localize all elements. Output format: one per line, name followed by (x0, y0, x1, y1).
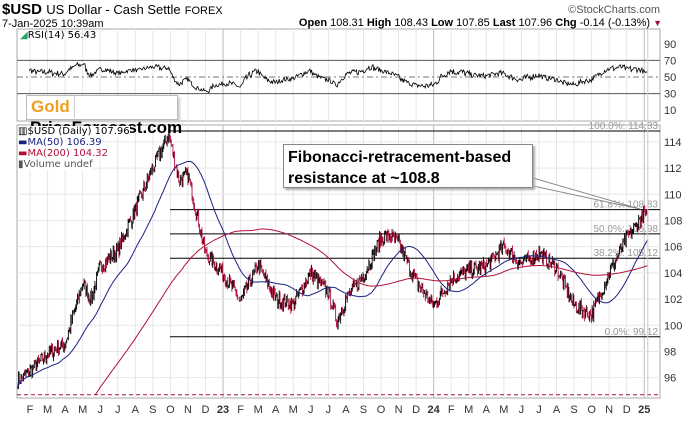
x-tick-label: D (202, 404, 210, 416)
x-tick-label: 23 (217, 404, 229, 416)
ma50-line (17, 160, 649, 389)
callout-pointer (532, 177, 641, 210)
x-tick-label: O (377, 404, 386, 416)
ohlc-icon: ▥ (18, 126, 28, 137)
x-tick-label: O (587, 404, 596, 416)
x-tick-label: F (448, 404, 455, 416)
x-tick-label: A (483, 404, 491, 416)
open-value: 108.31 (330, 17, 364, 29)
last-value: 107.96 (518, 17, 553, 29)
rsi-y-tick: 50 (664, 72, 676, 84)
price-y-tick: 106 (664, 242, 682, 254)
x-tick-label: S (149, 404, 156, 416)
x-tick-label: J (97, 404, 103, 416)
rsi-y-tick: 30 (664, 89, 676, 101)
instrument-name: US Dollar - Cash Settle (46, 2, 181, 17)
price-y-tick: 108 (664, 215, 682, 227)
price-y-tick: 112 (664, 163, 682, 175)
volume-icon: ▮ (18, 159, 24, 170)
annotation-callout: Fibonacci-retracement-based resistance a… (283, 144, 533, 188)
legend-ma200: ▬MA(200) 104.32 (18, 148, 108, 159)
x-tick-label: A (272, 404, 280, 416)
x-tick-label: A (553, 404, 561, 416)
rsi-legend: ◢RSI(14) 56.43 (20, 30, 96, 41)
x-tick-label: M (254, 404, 263, 416)
high-value: 108.43 (394, 17, 428, 29)
high-label: High (366, 17, 392, 29)
x-tick-label: S (570, 404, 577, 416)
x-tick-label: N (184, 404, 192, 416)
x-tick-label: M (78, 404, 87, 416)
x-tick-label: N (395, 404, 403, 416)
price-y-tick: 114 (664, 137, 682, 149)
fib-label: 100.0%: 114.83 (589, 121, 659, 132)
down-arrow-icon: ▼ (653, 18, 662, 28)
fib-label: 50.0%: 106.98 (594, 224, 659, 235)
ma200-line (94, 228, 648, 396)
chg-value: -0.14 (-0.13%) (579, 17, 651, 29)
chg-label: Chg (555, 17, 577, 29)
x-tick-label: J (115, 404, 121, 416)
x-tick-label: J (326, 404, 332, 416)
rsi-line (28, 61, 648, 94)
symbol: $USD (2, 1, 43, 18)
low-label: Low (431, 17, 454, 29)
rsi-legend-text: RSI(14) 56.43 (27, 30, 97, 41)
x-tick-label: J (536, 404, 542, 416)
x-tick-label: M (289, 404, 298, 416)
price-legend: ▥$USD (Daily) 107.96 ▬MA(50) 106.39 ▬MA(… (18, 126, 130, 170)
price-y-tick: 102 (664, 294, 682, 306)
low-value: 107.85 (456, 17, 490, 29)
gold-price-forecast-logo: GoldPriceForecast.com (26, 95, 182, 137)
legend-price-text: $USD (Daily) 107.96 (27, 126, 130, 137)
x-tick-label: D (623, 404, 631, 416)
x-tick-label: A (132, 404, 140, 416)
legend-ma50-text: MA(50) 106.39 (27, 137, 102, 148)
price-y-tick: 100 (664, 320, 682, 332)
legend-volume-text: Volume undef (23, 159, 93, 170)
x-tick-label: O (166, 404, 175, 416)
fib-label: 38.2%: 105.12 (594, 248, 659, 259)
rsi-y-tick: 70 (664, 55, 676, 67)
x-tick-label: 25 (638, 404, 650, 416)
price-y-tick: 110 (664, 189, 682, 201)
ohlc-readout: Open 108.31 High 108.43 Low 107.85 Last … (299, 17, 662, 29)
x-tick-label: J (519, 404, 525, 416)
x-tick-label: F (27, 404, 34, 416)
price-y-tick: 98 (664, 346, 676, 358)
price-y-tick: 96 (664, 373, 676, 385)
legend-price: ▥$USD (Daily) 107.96 (18, 126, 130, 137)
x-tick-label: J (308, 404, 314, 416)
legend-ma200-text: MA(200) 104.32 (27, 148, 108, 159)
watermark: ©StockCharts.com (568, 4, 660, 16)
last-label: Last (492, 17, 516, 29)
x-tick-label: D (412, 404, 420, 416)
x-tick-label: A (342, 404, 350, 416)
exchange: FOREX (184, 5, 223, 17)
rsi-y-tick: 90 (664, 39, 676, 51)
rsi-y-tick: 10 (664, 105, 676, 117)
price-y-tick: 104 (664, 268, 682, 280)
logo-gold: Gold (27, 96, 75, 118)
legend-volume: ▮Volume undef (18, 159, 93, 170)
x-tick-label: 24 (428, 404, 441, 416)
rsi-panel (16, 28, 661, 122)
x-tick-label: N (605, 404, 613, 416)
x-tick-label: M (464, 404, 473, 416)
legend-ma50: ▬MA(50) 106.39 (18, 137, 102, 148)
chart-title: $USD US Dollar - Cash Settle FOREX (2, 1, 223, 18)
x-tick-label: F (237, 404, 244, 416)
datetime: 7-Jan-2025 10:39am (2, 18, 104, 30)
rsi-icon: ◢ (20, 30, 28, 41)
x-tick-label: M (43, 404, 52, 416)
x-tick-label: M (499, 404, 508, 416)
open-label: Open (298, 17, 328, 29)
fib-label: 0.0%: 99.12 (605, 327, 659, 338)
price-panel (16, 124, 661, 399)
x-tick-label: S (360, 404, 367, 416)
x-tick-label: A (61, 404, 69, 416)
